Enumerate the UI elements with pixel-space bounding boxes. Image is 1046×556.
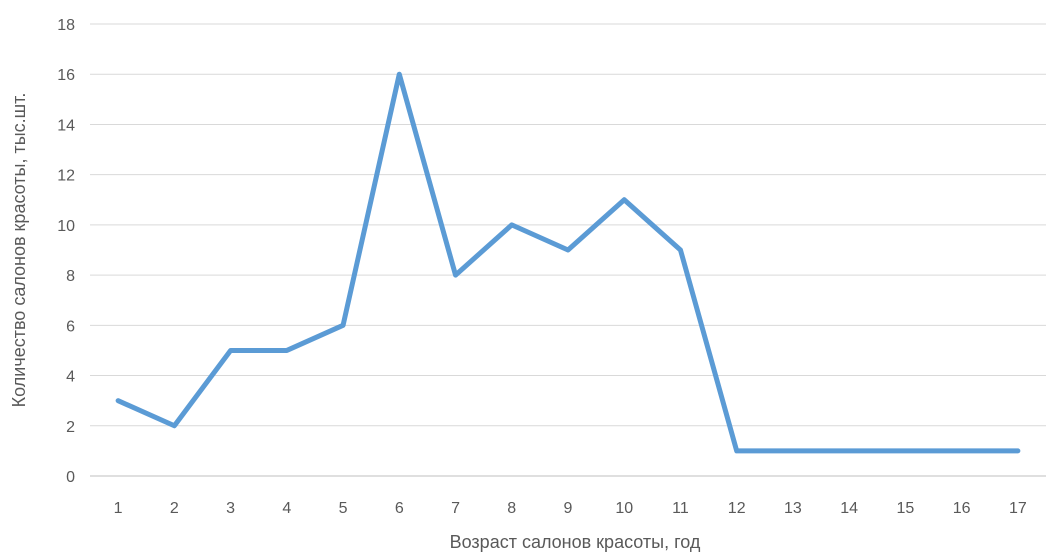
x-tick-label: 10	[615, 500, 633, 517]
y-tick-label: 8	[66, 268, 75, 285]
gridlines	[90, 23, 1046, 477]
x-tick-label: 3	[226, 500, 235, 517]
x-tick-label: 12	[728, 500, 746, 517]
series-group	[115, 71, 1021, 454]
x-tick-label: 8	[507, 500, 516, 517]
x-tick-label: 15	[897, 500, 915, 517]
y-tick-label: 16	[57, 67, 75, 84]
x-tick-label: 9	[564, 500, 573, 517]
x-tick-label: 14	[840, 500, 858, 517]
x-tick-label: 5	[339, 500, 348, 517]
x-tick-label: 16	[953, 500, 971, 517]
x-tick-label: 11	[672, 500, 689, 517]
x-axis-title: Возраст салонов красоты, год	[450, 532, 701, 552]
x-tick-label: 2	[170, 500, 179, 517]
x-tick-label: 4	[282, 500, 291, 517]
x-tick-labels: 1 2 3 4 5 6 7 8 9 10 11 12 13 14 15 16 17	[114, 500, 1027, 517]
y-tick-label: 10	[57, 218, 75, 235]
y-tick-label: 4	[66, 369, 75, 386]
y-tick-label: 6	[66, 318, 75, 335]
x-tick-label: 13	[784, 500, 802, 517]
x-tick-label: 1	[114, 500, 123, 517]
y-tick-label: 2	[66, 419, 75, 436]
y-tick-label: 18	[57, 17, 75, 34]
x-tick-label: 6	[395, 500, 404, 517]
y-tick-label: 12	[57, 168, 75, 185]
y-tick-labels: 0 2 4 6 8 10 12 14 16 18	[57, 17, 75, 486]
series-line	[115, 71, 1021, 454]
y-tick-label: 14	[57, 117, 75, 134]
y-axis-title: Количество салонов красоты, тыс.шт.	[9, 93, 29, 408]
x-tick-label: 7	[451, 500, 460, 517]
x-tick-label: 17	[1009, 500, 1027, 517]
y-tick-label: 0	[66, 469, 75, 486]
